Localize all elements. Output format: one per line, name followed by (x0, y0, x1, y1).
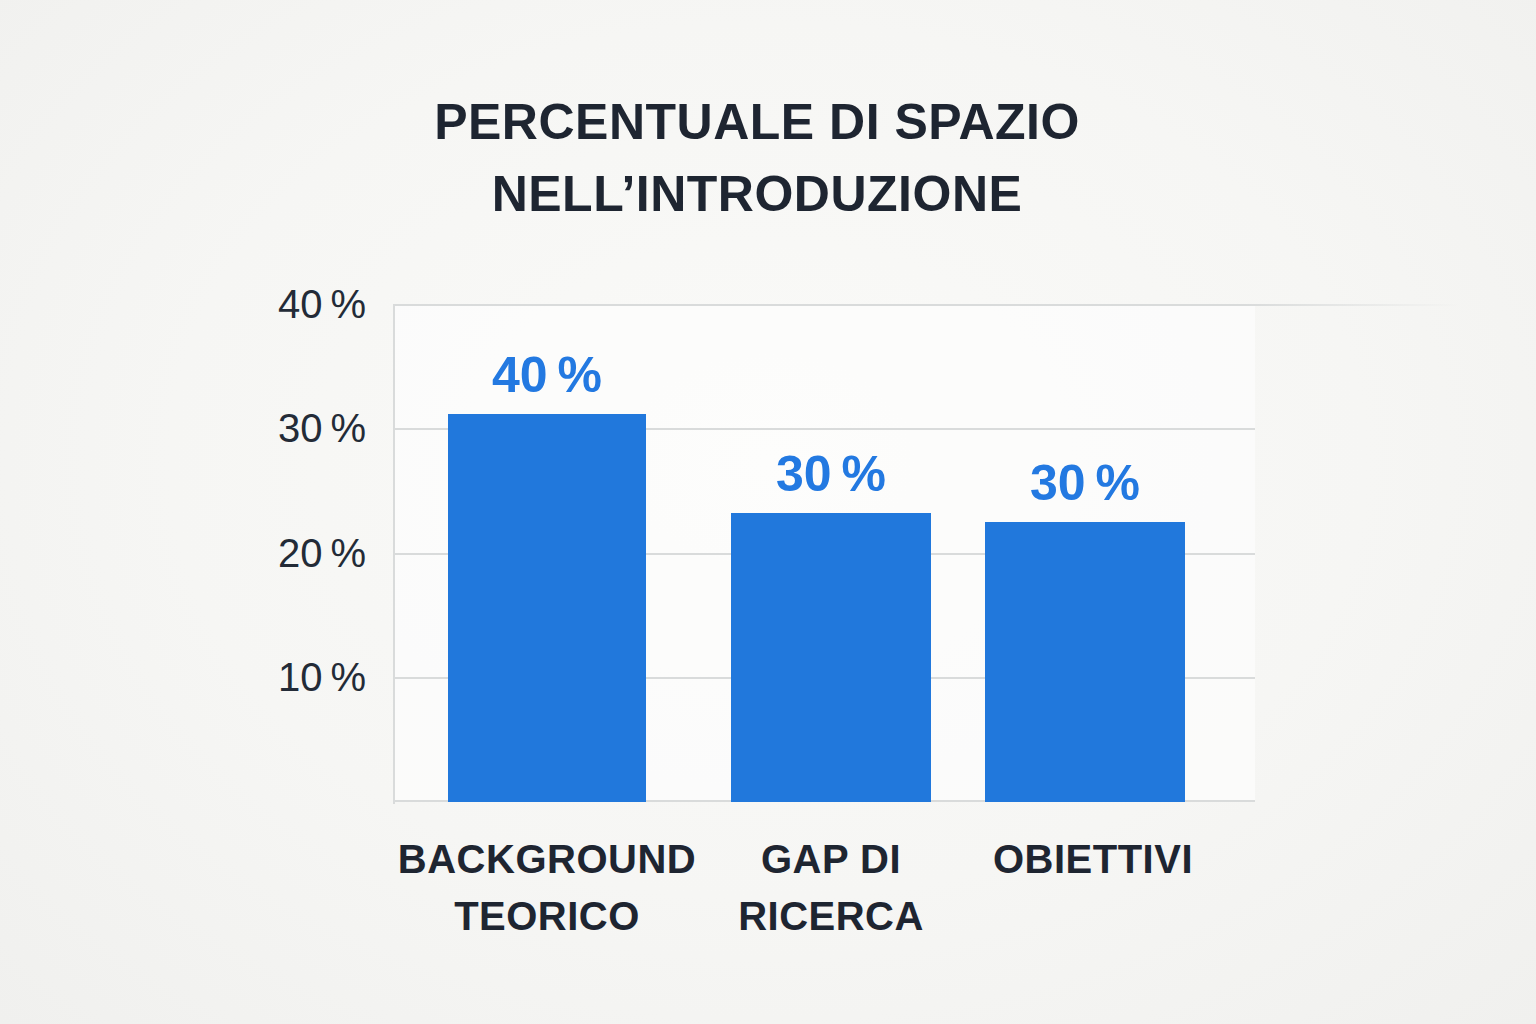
bar-chart: PERCENTUALE DI SPAZIO NELL’INTRODUZIONE … (0, 0, 1536, 1024)
y-axis-tick-10: 10 % (186, 657, 366, 697)
x-axis-label-line: OBIETTIVI (928, 831, 1258, 888)
bar-value-label: 30 % (776, 449, 886, 499)
bar-value-label: 30 % (1030, 458, 1140, 508)
plot-area: 40 % 30 % 30 % (393, 304, 1255, 802)
x-axis-label-line: TEORICO (382, 888, 712, 945)
bar-group-obiettivi: 30 % (985, 304, 1185, 802)
chart-title: PERCENTUALE DI SPAZIO NELL’INTRODUZIONE (357, 86, 1157, 230)
bar-group-background-teorico: 40 % (448, 304, 646, 802)
y-axis-tick-20: 20 % (186, 533, 366, 573)
x-axis-label-background-teorico: BACKGROUND TEORICO (382, 831, 712, 945)
x-axis-label-line: RICERCA (666, 888, 996, 945)
bar-background-teorico (448, 414, 646, 802)
x-axis-label-obiettivi: OBIETTIVI (928, 831, 1258, 888)
bar-obiettivi (985, 522, 1185, 802)
chart-title-line-1: PERCENTUALE DI SPAZIO (357, 86, 1157, 158)
chart-title-line-2: NELL’INTRODUZIONE (357, 158, 1157, 230)
y-axis-tick-40: 40 % (186, 284, 366, 324)
bar-value-label: 40 % (492, 350, 602, 400)
x-axis-label-line: BACKGROUND (382, 831, 712, 888)
y-axis-tick-30: 30 % (186, 408, 366, 448)
y-axis-line (393, 304, 395, 804)
bar-gap-di-ricerca (731, 513, 931, 802)
bar-group-gap-di-ricerca: 30 % (731, 304, 931, 802)
